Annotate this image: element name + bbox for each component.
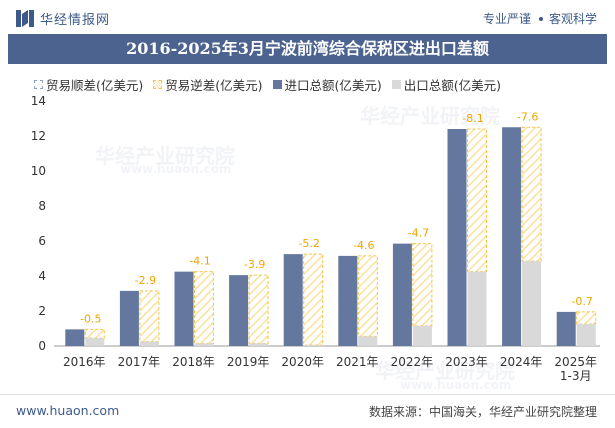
x-tick-label-line: 1-3月 bbox=[560, 369, 592, 383]
chart-title: 2016-2025年3月宁波前湾综合保税区进出口差额 bbox=[8, 34, 607, 64]
x-tick-label: 2017年 bbox=[118, 355, 161, 369]
x-tick-label-line: 2019年 bbox=[227, 355, 270, 369]
tagline-left: 专业严谨 bbox=[482, 12, 531, 26]
export-bar bbox=[249, 343, 269, 346]
import-bar bbox=[338, 255, 358, 346]
export-bar bbox=[358, 336, 378, 346]
deficit-bar bbox=[412, 243, 433, 327]
deficit-bar bbox=[303, 253, 324, 346]
y-tick-label: 6 bbox=[38, 234, 46, 248]
legend-swatch-surplus bbox=[34, 79, 43, 89]
x-tick-label-line: 2023年 bbox=[445, 355, 488, 369]
export-bar bbox=[139, 341, 159, 346]
import-bar bbox=[392, 243, 412, 346]
deficit-data-label: -4.6 bbox=[353, 239, 374, 252]
import-bar bbox=[447, 129, 467, 346]
legend-item-deficit: 贸易逆差(亿美元) bbox=[153, 75, 263, 93]
y-tick-label: 14 bbox=[31, 94, 46, 108]
deficit-data-label: -7.6 bbox=[517, 110, 538, 123]
legend-swatch-import bbox=[272, 79, 282, 89]
legend-label-export: 出口总额(亿美元) bbox=[403, 77, 502, 93]
deficit-bar bbox=[248, 274, 269, 344]
import-bar bbox=[502, 127, 522, 346]
footer: www.huaon.com 数据来源：中国海关，华经产业研究院整理 bbox=[0, 394, 615, 428]
import-bar bbox=[65, 329, 85, 346]
footer-source: 数据来源：中国海关，华经产业研究院整理 bbox=[368, 405, 597, 419]
deficit-bar bbox=[576, 311, 597, 325]
x-tick-label-line: 2016年 bbox=[63, 355, 106, 369]
y-tick-label: 2 bbox=[38, 304, 46, 318]
y-tick-label: 10 bbox=[31, 164, 46, 178]
import-bar bbox=[556, 311, 576, 346]
legend-item-import: 进口总额(亿美元) bbox=[272, 75, 382, 93]
x-tick-label-line: 2022年 bbox=[391, 355, 434, 369]
deficit-data-label: -0.5 bbox=[80, 312, 101, 325]
chart-legend: 贸易顺差(亿美元) 贸易逆差(亿美元) 进口总额(亿美元) 出口总额(亿美元) bbox=[34, 75, 501, 93]
deficit-data-label: -0.7 bbox=[571, 295, 592, 308]
legend-label-deficit: 贸易逆差(亿美元) bbox=[165, 77, 263, 93]
export-bar bbox=[412, 325, 432, 346]
deficit-data-label: -2.9 bbox=[135, 274, 156, 287]
x-tick-label: 2025年 1-3月 bbox=[554, 355, 597, 383]
import-bar bbox=[119, 290, 139, 346]
export-bar bbox=[467, 271, 487, 346]
x-tick-label-line: 2018年 bbox=[172, 355, 215, 369]
deficit-data-label: -4.7 bbox=[408, 227, 429, 240]
y-tick-label: 0 bbox=[38, 339, 46, 353]
x-tick-label-line: 2024年 bbox=[500, 355, 543, 369]
export-bar bbox=[85, 338, 105, 346]
x-tick-label: 2023年 bbox=[445, 355, 488, 369]
legend-swatch-deficit bbox=[153, 79, 163, 89]
deficit-bar bbox=[139, 290, 160, 343]
export-bar bbox=[576, 324, 596, 346]
x-tick-label: 2018年 bbox=[172, 355, 215, 369]
y-tick-label: 8 bbox=[38, 199, 46, 213]
chart-area: 0 2 4 6 8 10 12 14 -0.5 2016年 -2.9 2017年 -4.1 2018年 -3… bbox=[31, 94, 600, 383]
tagline-right: 客观科学 bbox=[548, 12, 597, 26]
tagline: 专业严谨 客观科学 bbox=[483, 10, 597, 27]
brand-name: 华经情报网 bbox=[40, 13, 111, 28]
deficit-data-label: -3.9 bbox=[244, 258, 265, 271]
x-tick-label: 2022年 bbox=[391, 355, 434, 369]
x-tick-label-line: 2025年 bbox=[554, 355, 597, 369]
deficit-bar bbox=[194, 271, 214, 344]
legend-label-import: 进口总额(亿美元) bbox=[284, 77, 382, 93]
x-tick-label: 2019年 bbox=[227, 355, 270, 369]
x-tick-label: 2024年 bbox=[500, 355, 543, 369]
x-tick-label-line: 2017年 bbox=[118, 355, 161, 369]
top-bar: 华经情报网 专业严谨 客观科学 bbox=[0, 0, 615, 36]
deficit-bar bbox=[357, 255, 378, 337]
deficit-data-label: -4.1 bbox=[189, 255, 210, 268]
legend-item-surplus: 贸易顺差(亿美元) bbox=[34, 75, 143, 93]
footer-site-link[interactable]: www.huaon.com bbox=[16, 403, 120, 418]
legend-label-surplus: 贸易顺差(亿美元) bbox=[46, 77, 144, 93]
deficit-bar bbox=[467, 128, 487, 273]
deficit-bar bbox=[521, 126, 542, 262]
export-bar bbox=[303, 345, 323, 346]
deficit-bar bbox=[84, 328, 105, 339]
x-tick-label: 2020年 bbox=[281, 355, 324, 369]
import-bar bbox=[229, 275, 249, 346]
y-tick-label: 12 bbox=[31, 129, 46, 143]
x-tick-label-line: 2020年 bbox=[281, 355, 324, 369]
import-bar bbox=[283, 254, 303, 346]
tagline-dot-icon bbox=[538, 16, 543, 21]
x-tick-label-line: 2021年 bbox=[336, 355, 379, 369]
legend-item-export: 出口总额(亿美元) bbox=[391, 75, 502, 93]
import-bar bbox=[174, 271, 194, 346]
deficit-data-label: -5.2 bbox=[298, 237, 319, 250]
x-tick-label: 2021年 bbox=[336, 355, 379, 369]
legend-swatch-export bbox=[391, 79, 401, 89]
export-bar bbox=[194, 343, 214, 346]
y-tick-label: 4 bbox=[38, 269, 46, 283]
huajing-logo-icon bbox=[16, 10, 34, 27]
deficit-data-label: -8.1 bbox=[462, 112, 483, 125]
export-bar bbox=[522, 261, 542, 346]
x-tick-label: 2016年 bbox=[63, 355, 106, 369]
